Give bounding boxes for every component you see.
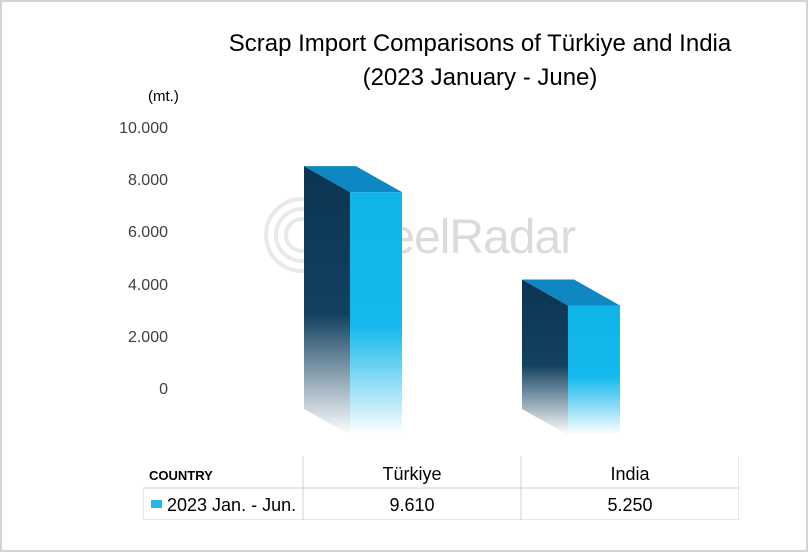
y-tick-label: 0 [159,381,168,398]
legend-key-icon [151,500,162,508]
table-value: 5.250 [607,495,653,515]
series-name: 2023 Jan. - Jun. [167,495,297,515]
data-table: COUNTRY Türkiye India 2023 Jan. - Jun. 9… [143,456,739,520]
y-tick-label: 2.000 [127,329,168,346]
table-header-category: India [610,464,650,484]
bar-side [522,279,568,435]
y-tick-label: 4.000 [127,277,168,294]
bar-india [568,305,620,435]
table-grid [143,456,739,520]
table-header-country: COUNTRY [149,468,213,483]
chart-subtitle: (2023 January - June) [362,64,598,91]
bar-side [304,166,350,435]
y-tick-label: 10.000 [119,120,168,137]
table-value: 9.610 [389,495,435,515]
bar-trkiye [350,192,402,435]
table-header-category: Türkiye [382,464,442,484]
y-tick-label: 8.000 [127,172,168,189]
unit-label: (mt.) [148,88,179,105]
chart-title: Scrap Import Comparisons of Türkiye and … [228,30,732,57]
bar-top [304,166,402,193]
bar-top [522,279,620,306]
y-tick-label: 6.000 [127,224,168,241]
